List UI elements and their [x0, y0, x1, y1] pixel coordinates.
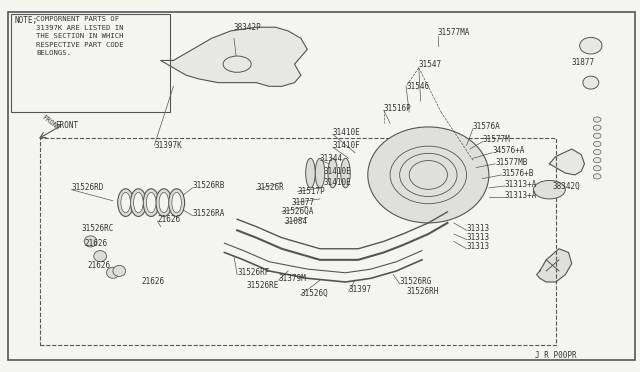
Text: 31526RA: 31526RA: [193, 209, 225, 218]
Text: 31576+B: 31576+B: [502, 169, 534, 177]
Ellipse shape: [583, 76, 599, 89]
Text: 31526QA: 31526QA: [282, 207, 314, 217]
Text: FRONT: FRONT: [56, 121, 79, 129]
Text: 21626: 21626: [141, 278, 164, 286]
Text: 31397K: 31397K: [154, 141, 182, 150]
Text: 31313: 31313: [467, 224, 490, 233]
Text: 31547: 31547: [419, 60, 442, 69]
Ellipse shape: [316, 158, 324, 188]
Ellipse shape: [593, 166, 601, 171]
Text: 31313+A: 31313+A: [505, 180, 537, 189]
Text: 31526RE: 31526RE: [246, 281, 279, 290]
Circle shape: [534, 180, 565, 199]
Polygon shape: [549, 149, 584, 175]
Ellipse shape: [340, 158, 350, 188]
Text: 31397: 31397: [349, 285, 372, 294]
Text: 31577MB: 31577MB: [495, 157, 527, 167]
Ellipse shape: [159, 192, 169, 213]
FancyBboxPatch shape: [8, 13, 636, 359]
Text: 21626: 21626: [84, 239, 108, 248]
Text: 31379M: 31379M: [278, 274, 307, 283]
Ellipse shape: [113, 265, 125, 276]
Text: 31526RF: 31526RF: [237, 268, 269, 277]
Polygon shape: [537, 249, 572, 282]
Polygon shape: [161, 27, 307, 86]
Circle shape: [223, 56, 251, 72]
Ellipse shape: [131, 189, 147, 217]
Text: 31410E: 31410E: [333, 128, 360, 137]
Ellipse shape: [593, 150, 601, 155]
Text: 31526RC: 31526RC: [81, 224, 113, 233]
Text: 31577M: 31577M: [483, 135, 510, 144]
Text: 31577MA: 31577MA: [438, 28, 470, 37]
Text: 31516P: 31516P: [384, 104, 412, 113]
Text: 31410F: 31410F: [333, 141, 360, 150]
Ellipse shape: [593, 117, 601, 122]
Text: 31526RD: 31526RD: [72, 183, 104, 192]
Ellipse shape: [593, 133, 601, 138]
Text: 31526R: 31526R: [256, 183, 284, 192]
Ellipse shape: [169, 189, 184, 217]
Text: 31877: 31877: [572, 58, 595, 67]
Ellipse shape: [147, 192, 156, 213]
Ellipse shape: [172, 192, 181, 213]
Text: 31313: 31313: [467, 243, 490, 251]
Text: 21626: 21626: [88, 261, 111, 270]
Text: 31576A: 31576A: [473, 122, 500, 131]
Ellipse shape: [328, 158, 337, 188]
Text: 31877: 31877: [291, 198, 314, 207]
Text: 31526Q: 31526Q: [301, 289, 328, 298]
Text: 38342P: 38342P: [234, 23, 262, 32]
Ellipse shape: [118, 189, 134, 217]
Text: 31084: 31084: [285, 217, 308, 225]
Text: 31526RG: 31526RG: [399, 278, 432, 286]
Text: FRONT: FRONT: [41, 113, 61, 131]
Ellipse shape: [593, 125, 601, 130]
Ellipse shape: [580, 38, 602, 54]
Ellipse shape: [368, 127, 489, 223]
Text: 31344: 31344: [320, 154, 343, 163]
Ellipse shape: [156, 189, 172, 217]
Text: 31526RB: 31526RB: [193, 182, 225, 190]
Text: 31546: 31546: [406, 82, 429, 91]
Ellipse shape: [593, 158, 601, 163]
Text: NOTE;: NOTE;: [14, 16, 37, 25]
Text: 31526RH: 31526RH: [406, 287, 438, 296]
Ellipse shape: [593, 174, 601, 179]
Ellipse shape: [134, 192, 143, 213]
Text: 31410E: 31410E: [323, 178, 351, 187]
Text: 31313+A: 31313+A: [505, 191, 537, 200]
Ellipse shape: [84, 236, 97, 247]
Text: 38342Q: 38342Q: [552, 182, 580, 190]
Ellipse shape: [593, 141, 601, 147]
Text: COMPORNENT PARTS OF
31397K ARE LISTED IN
THE SECTION IN WHICH
RESPECTIVE PART CO: COMPORNENT PARTS OF 31397K ARE LISTED IN…: [36, 16, 124, 56]
Text: 31410E: 31410E: [323, 167, 351, 176]
Text: 34576+A: 34576+A: [492, 147, 524, 155]
Ellipse shape: [143, 189, 159, 217]
Ellipse shape: [106, 267, 119, 278]
Ellipse shape: [94, 251, 106, 262]
Text: 31517P: 31517P: [298, 187, 326, 196]
Text: 21626: 21626: [157, 215, 180, 224]
Text: J R P00PR: J R P00PR: [535, 351, 577, 360]
FancyBboxPatch shape: [11, 14, 170, 112]
Ellipse shape: [121, 192, 131, 213]
Ellipse shape: [306, 158, 316, 188]
Text: 31313: 31313: [467, 233, 490, 242]
